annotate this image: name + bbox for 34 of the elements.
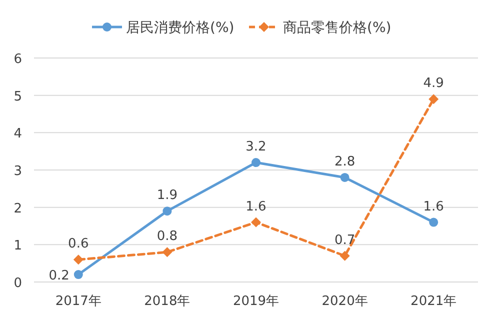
point — [74, 270, 83, 280]
y-tick-label: 1 — [14, 238, 22, 254]
x-tick-label: 2020年 — [322, 294, 368, 309]
y-tick-label: 6 — [14, 52, 22, 67]
legend-label: 居民消费价格(%) — [126, 20, 234, 36]
data-label: 0.7 — [334, 232, 356, 248]
point — [251, 217, 261, 228]
data-label: 0.2 — [48, 268, 70, 284]
data-label: 1.6 — [246, 199, 266, 214]
data-label: 1.9 — [156, 188, 178, 204]
data-label: 0.8 — [156, 229, 178, 244]
y-tick-label: 2 — [14, 201, 22, 216]
x-tick-label: 2018年 — [144, 294, 190, 309]
y-tick-label: 4 — [14, 126, 22, 142]
point — [429, 218, 438, 227]
y-tick-label: 3 — [14, 164, 22, 179]
data-label: 3.2 — [246, 140, 266, 155]
legend-label: 商品零售价格(%) — [283, 20, 392, 36]
point — [73, 254, 84, 265]
data-label: 4.9 — [423, 76, 444, 92]
data-label: 2.8 — [334, 154, 356, 170]
point — [340, 172, 350, 182]
x-tick-label: 2019年 — [232, 294, 280, 309]
point — [252, 158, 260, 168]
y-tick-label: 5 — [14, 89, 22, 104]
x-tick-label: 2017年 — [55, 294, 102, 309]
data-label: 1.6 — [423, 199, 444, 214]
data-label: 0.6 — [68, 236, 89, 252]
point — [340, 250, 350, 261]
point — [162, 247, 172, 258]
y-tick-label: 0 — [14, 276, 22, 291]
x-tick-label: 2021年 — [410, 294, 457, 309]
point — [428, 94, 439, 104]
point — [162, 206, 172, 216]
